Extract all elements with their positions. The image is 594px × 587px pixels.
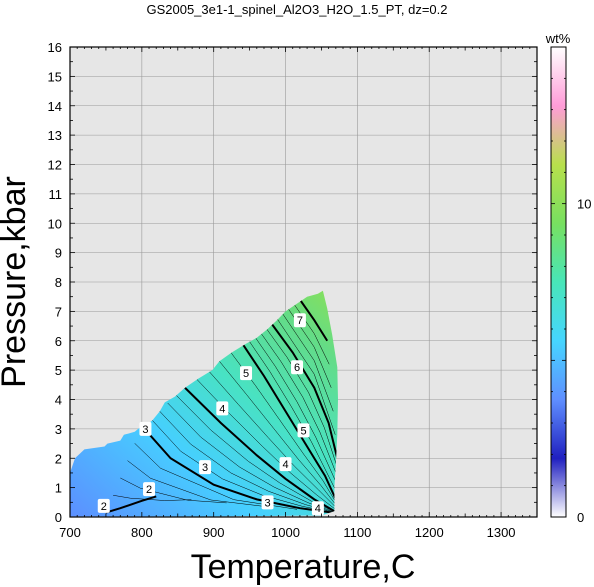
contour-label-text: 2 (146, 484, 152, 496)
x-tick-label: 700 (59, 525, 81, 540)
contour-label-bg (97, 498, 110, 513)
contour-label-text: 7 (297, 315, 303, 327)
thin-isoline (158, 410, 334, 513)
contour-label-bg (291, 360, 304, 375)
thin-isoline (219, 361, 336, 505)
y-tick-label: 1 (55, 481, 62, 496)
y-tick-label: 11 (49, 187, 63, 202)
contour-label-bg (199, 460, 212, 475)
contour-label-bg (311, 501, 324, 516)
x-tick-label: 800 (131, 525, 153, 540)
y-tick-label: 0 (55, 510, 62, 525)
contour-6 (270, 322, 338, 459)
axis-ticks (69, 46, 538, 518)
contour-label-bg (240, 366, 253, 381)
contour-label: 4 (311, 501, 324, 516)
colorbar (550, 46, 567, 518)
y-tick-label: 6 (55, 334, 62, 349)
contour-label-bg (297, 423, 310, 438)
thin-isoline (127, 460, 262, 507)
contour-label: 7 (293, 313, 306, 328)
contour-label-text: 4 (315, 503, 321, 515)
contour-label: 6 (291, 360, 304, 375)
contour-label-text: 5 (300, 425, 306, 437)
contour-label-text: 4 (219, 403, 225, 415)
y-tick-label: 15 (48, 69, 62, 84)
contour-label: 3 (199, 460, 212, 475)
contour-labels: 2 2 3 3 3 4 4 4 5 5 6 7 (97, 313, 324, 516)
contour-label-text: 3 (142, 424, 148, 436)
contour-label-text: 3 (265, 497, 271, 509)
y-tick-label: 13 (48, 128, 62, 143)
contour-label: 4 (279, 457, 292, 472)
contour-label-text: 3 (202, 462, 208, 474)
contour-label-text: 5 (243, 368, 249, 380)
y-tick-label: 3 (55, 422, 62, 437)
contour-3 (141, 425, 333, 514)
contour-label: 2 (143, 482, 156, 497)
y-tick-label: 7 (55, 304, 62, 319)
x-tick-labels: 700 800 900 1000 1100 1200 1300 (59, 525, 515, 540)
contour-label: 3 (139, 421, 152, 436)
colorbar-tick-label: 10 (577, 197, 591, 212)
x-tick-label: 1000 (271, 525, 300, 540)
thin-isoline (230, 352, 336, 502)
y-axis-title: Pressure,kbar (0, 176, 33, 388)
contour-label: 5 (240, 366, 253, 381)
thin-isoline (265, 327, 338, 467)
colorbar-ticks: 0 10 (551, 46, 591, 525)
thin-isoline (120, 477, 227, 504)
x-tick-label: 900 (203, 525, 225, 540)
contour-label: 2 (97, 498, 110, 513)
y-tick-label: 12 (48, 158, 62, 173)
y-tick-label: 5 (55, 363, 62, 378)
contour-5 (241, 343, 337, 500)
contour-label-bg (143, 482, 156, 497)
thin-isoline (276, 318, 336, 435)
x-tick-label: 1200 (415, 525, 444, 540)
thin-isoline (259, 331, 337, 475)
y-tick-label: 4 (55, 393, 62, 408)
contour-label-bg (293, 313, 306, 328)
contour-label-bg (279, 457, 292, 472)
colorbar-tick-label: 0 (577, 510, 584, 525)
chart-title: GS2005_3e1-1_spinel_Al2O3_H2O_1.5_PT, dz… (146, 2, 447, 17)
y-tick-label: 14 (48, 99, 62, 114)
contour-label: 4 (216, 401, 229, 416)
y-tick-label: 16 (48, 40, 62, 55)
x-tick-label: 1100 (343, 525, 371, 540)
contour-7 (299, 299, 329, 342)
contour-label-text: 4 (282, 459, 288, 471)
y-tick-label: 9 (55, 246, 62, 261)
x-tick-label: 1300 (487, 525, 516, 540)
thin-isoline (282, 313, 334, 412)
contour-label: 5 (297, 423, 310, 438)
thin-isoline (253, 335, 337, 484)
y-tick-label: 2 (55, 451, 62, 466)
contour-label-bg (216, 401, 229, 416)
y-tick-label: 8 (55, 275, 62, 290)
contours (105, 299, 338, 514)
thin-isoline (150, 418, 333, 513)
thin-isoline (207, 369, 336, 507)
contour-label-text: 6 (294, 362, 300, 374)
colorbar-label: wt% (545, 31, 571, 46)
contour-2 (105, 495, 157, 514)
contour-label-text: 2 (101, 501, 107, 513)
contour-label-bg (261, 495, 274, 510)
thin-isoline (247, 339, 337, 492)
contour-label: 3 (261, 495, 274, 510)
contour-label-bg (139, 421, 152, 436)
x-axis-title: Temperature,C (191, 548, 416, 586)
y-tick-label: 10 (48, 216, 62, 231)
